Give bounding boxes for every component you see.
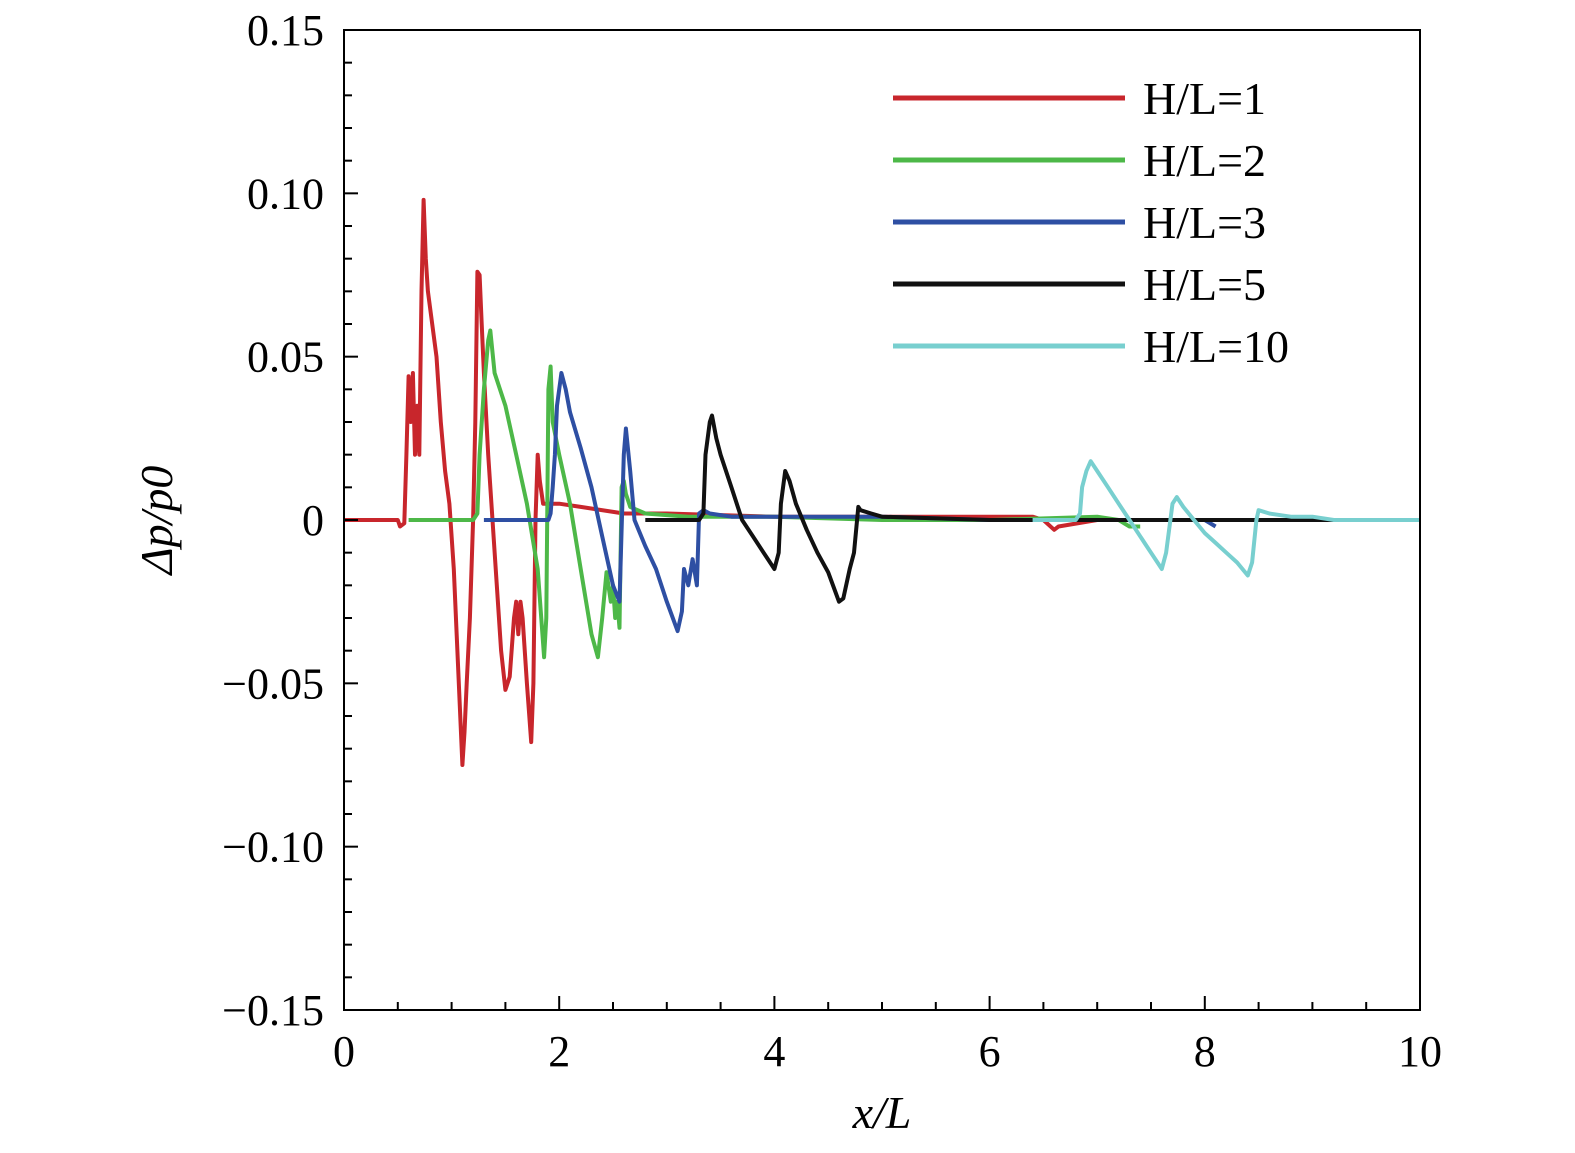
y-tick-labels: −0.15 −0.10 −0.05 0 0.05 0.10 0.15 <box>222 6 324 1035</box>
series-line-3 <box>483 371 1217 634</box>
y-tick-label: −0.15 <box>222 986 324 1035</box>
x-tick-labels: 0 2 4 6 8 10 <box>333 1027 1442 1076</box>
series-line-1 <box>344 197 1205 767</box>
series-lines <box>344 197 1420 767</box>
series-line-4 <box>645 413 1377 604</box>
legend-label-2: H/L=2 <box>1143 135 1266 186</box>
x-tick-label: 10 <box>1398 1027 1442 1076</box>
x-tick-label: 4 <box>763 1027 785 1076</box>
plot-area <box>343 29 1421 1011</box>
series-line-5 <box>1032 459 1420 578</box>
tick-marks <box>343 29 1421 1011</box>
y-tick-label: 0.15 <box>247 6 324 55</box>
x-tick-label: 6 <box>979 1027 1001 1076</box>
legend: H/L=1 H/L=2 H/L=3 H/L=5 H/L=10 <box>893 73 1289 372</box>
y-tick-label: 0 <box>302 496 324 545</box>
x-axis-label: x/L <box>852 1087 912 1138</box>
x-tick-label: 2 <box>548 1027 570 1076</box>
y-tick-label: −0.05 <box>222 659 324 708</box>
x-tick-label: 0 <box>333 1027 355 1076</box>
y-axis-label: Δp/p0 <box>131 466 182 577</box>
legend-label-3: H/L=3 <box>1143 197 1266 248</box>
y-tick-label: 0.05 <box>247 333 324 382</box>
x-tick-label: 8 <box>1194 1027 1216 1076</box>
y-tick-label: 0.10 <box>247 169 324 218</box>
legend-label-4: H/L=5 <box>1143 259 1266 310</box>
y-tick-label: −0.10 <box>222 823 324 872</box>
legend-label-1: H/L=1 <box>1143 73 1266 124</box>
legend-label-5: H/L=10 <box>1143 321 1289 372</box>
